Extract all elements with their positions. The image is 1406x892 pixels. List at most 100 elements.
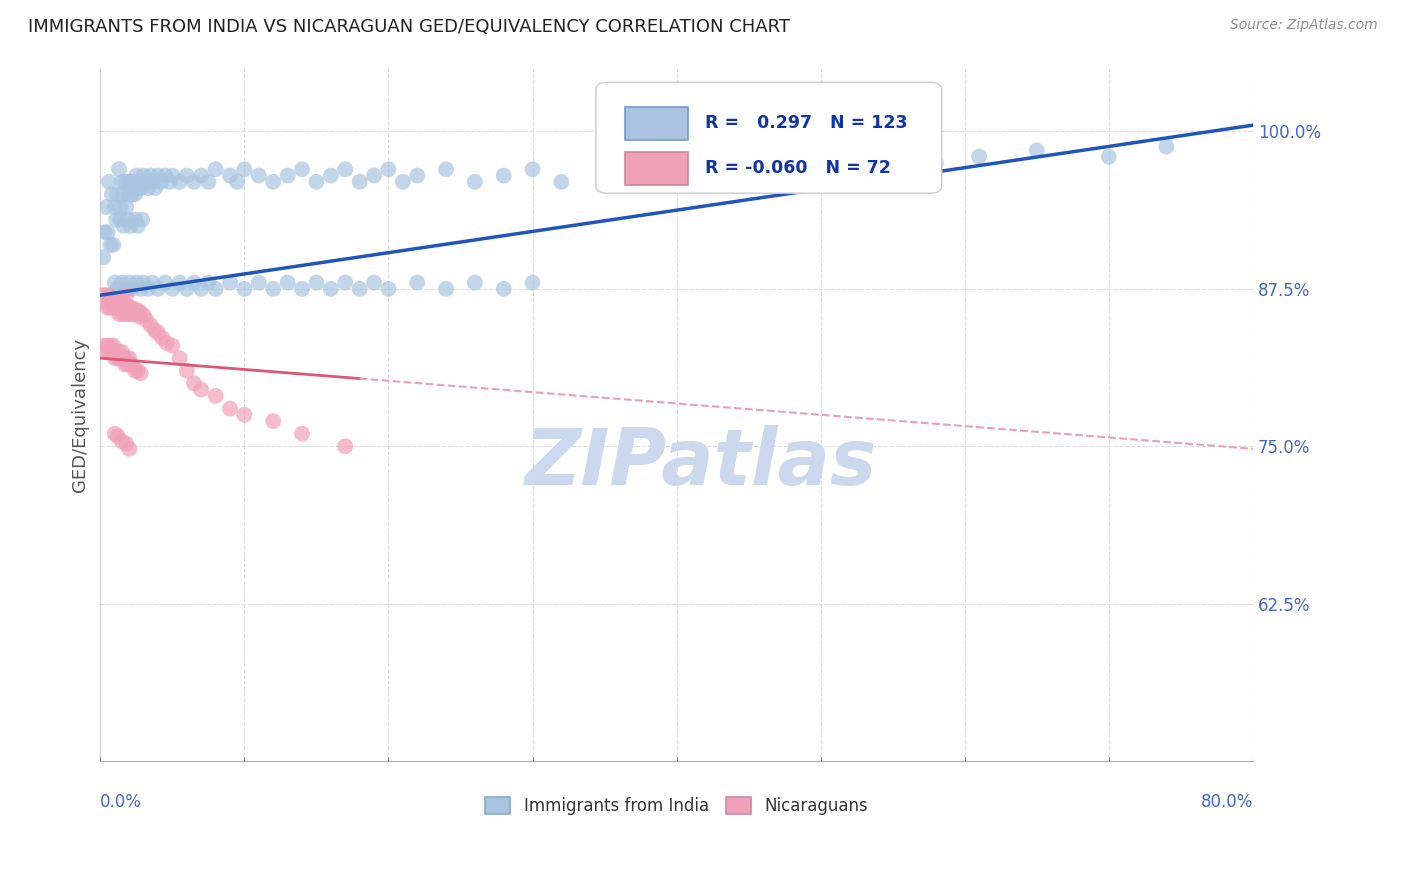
- Point: [108, 307, 131, 321]
- Point: [219, 401, 242, 416]
- Point: [262, 175, 284, 189]
- Point: [153, 169, 176, 183]
- Point: [98, 344, 121, 359]
- Point: [118, 442, 141, 456]
- Point: [319, 282, 342, 296]
- Point: [101, 344, 124, 359]
- Point: [110, 212, 132, 227]
- Point: [197, 276, 219, 290]
- Point: [219, 276, 242, 290]
- Text: R =   0.297   N = 123: R = 0.297 N = 123: [706, 114, 908, 132]
- Point: [125, 307, 148, 321]
- Point: [377, 162, 399, 177]
- Point: [335, 162, 357, 177]
- Point: [121, 282, 143, 296]
- Point: [122, 175, 145, 189]
- Point: [363, 276, 385, 290]
- Point: [464, 276, 486, 290]
- Point: [98, 175, 121, 189]
- Point: [91, 251, 114, 265]
- Point: [93, 338, 115, 352]
- Point: [111, 434, 134, 449]
- Point: [115, 351, 138, 365]
- Point: [1025, 144, 1047, 158]
- Point: [127, 219, 149, 233]
- Point: [335, 439, 357, 453]
- Text: IMMIGRANTS FROM INDIA VS NICARAGUAN GED/EQUIVALENCY CORRELATION CHART: IMMIGRANTS FROM INDIA VS NICARAGUAN GED/…: [28, 18, 790, 36]
- Point: [291, 426, 314, 441]
- Point: [169, 175, 191, 189]
- Point: [190, 282, 212, 296]
- Point: [104, 294, 127, 309]
- Point: [233, 282, 256, 296]
- Point: [136, 282, 159, 296]
- Point: [277, 276, 299, 290]
- Point: [108, 344, 131, 359]
- Point: [219, 169, 242, 183]
- FancyBboxPatch shape: [596, 82, 942, 194]
- Point: [135, 313, 157, 327]
- Text: 0.0%: 0.0%: [100, 793, 142, 811]
- Point: [127, 303, 149, 318]
- Point: [204, 282, 226, 296]
- Point: [118, 276, 141, 290]
- Point: [169, 351, 191, 365]
- Point: [107, 282, 129, 296]
- Point: [146, 169, 169, 183]
- Point: [128, 310, 150, 324]
- Point: [176, 364, 198, 378]
- Point: [146, 282, 169, 296]
- Point: [363, 169, 385, 183]
- Point: [108, 162, 131, 177]
- Point: [190, 383, 212, 397]
- Point: [96, 301, 118, 315]
- Point: [262, 282, 284, 296]
- Point: [197, 175, 219, 189]
- Point: [121, 187, 143, 202]
- Point: [153, 276, 176, 290]
- Point: [122, 307, 145, 321]
- Point: [135, 175, 157, 189]
- Point: [112, 187, 135, 202]
- Point: [183, 376, 205, 391]
- Point: [149, 175, 172, 189]
- Point: [131, 212, 153, 227]
- Point: [117, 212, 139, 227]
- Point: [139, 169, 162, 183]
- Point: [117, 307, 139, 321]
- Point: [392, 175, 415, 189]
- Point: [129, 366, 152, 380]
- Point: [101, 288, 124, 302]
- Point: [132, 169, 155, 183]
- Point: [277, 169, 299, 183]
- Point: [94, 288, 117, 302]
- Point: [107, 351, 129, 365]
- Point: [305, 175, 328, 189]
- Point: [107, 429, 129, 443]
- Point: [141, 175, 163, 189]
- Point: [190, 169, 212, 183]
- Point: [679, 175, 702, 189]
- Point: [98, 288, 121, 302]
- Text: R = -0.060   N = 72: R = -0.060 N = 72: [706, 160, 891, 178]
- Point: [94, 200, 117, 214]
- Point: [110, 200, 132, 214]
- Point: [967, 150, 990, 164]
- Point: [93, 225, 115, 239]
- Point: [94, 344, 117, 359]
- Point: [100, 301, 122, 315]
- Point: [434, 282, 457, 296]
- Point: [176, 282, 198, 296]
- Point: [124, 212, 146, 227]
- Point: [349, 175, 371, 189]
- Point: [124, 364, 146, 378]
- Point: [112, 219, 135, 233]
- Point: [550, 175, 572, 189]
- Point: [349, 282, 371, 296]
- Legend: Immigrants from India, Nicaraguans: Immigrants from India, Nicaraguans: [485, 797, 868, 815]
- Point: [319, 169, 342, 183]
- Text: 80.0%: 80.0%: [1201, 793, 1253, 811]
- Point: [129, 282, 152, 296]
- Point: [117, 358, 139, 372]
- Point: [120, 307, 142, 321]
